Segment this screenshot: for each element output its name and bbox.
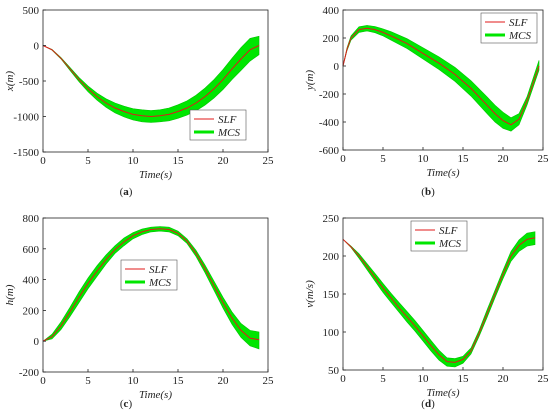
y-tick-label-d: 150 xyxy=(323,289,340,301)
x-axis-label-a: Time(s) xyxy=(139,169,172,181)
x-tick-label-d: 5 xyxy=(380,373,386,385)
y-tick-label-a: -500 xyxy=(19,76,40,88)
x-tick-label-d: 10 xyxy=(418,373,430,385)
x-tick-label-c: 5 xyxy=(85,375,91,387)
y-tick-label-c: -200 xyxy=(19,367,40,379)
legend-box-d xyxy=(410,220,468,252)
legend-box-a xyxy=(189,109,247,141)
y-tick-label-a: -1000 xyxy=(13,112,39,124)
legend-box-b xyxy=(480,12,538,44)
y-tick-label-d: 100 xyxy=(323,327,340,339)
axes-box-b xyxy=(342,9,544,151)
legend-label-slf: SLF xyxy=(149,264,168,276)
chart-b: 0 5 10 15 20 25 -600 -400 -200 0 200 400 Time(s) y(m)… xyxy=(304,5,549,198)
axes-box-c xyxy=(42,217,269,373)
panel-caption-a: (a) xyxy=(120,186,133,198)
y-tick-label-d: 50 xyxy=(328,365,340,377)
x-tick-label-d: 0 xyxy=(340,373,346,385)
panel-caption-b: (b) xyxy=(421,186,435,198)
panel-caption-d: (d) xyxy=(421,398,435,410)
y-tick-label-c: 600 xyxy=(23,244,40,256)
y-tick-label-c: 0 xyxy=(34,336,40,348)
x-tick-label-d: 20 xyxy=(498,373,510,385)
y-tick-label-b: -600 xyxy=(319,145,340,157)
y-tick-label-b: 0 xyxy=(334,61,340,73)
x-tick-label-a: 15 xyxy=(173,155,185,167)
x-tick-label-a: 25 xyxy=(263,155,275,167)
y-tick-label-c: 200 xyxy=(23,305,40,317)
y-tick-label-a: 0 xyxy=(34,41,40,53)
x-tick-label-b: 5 xyxy=(380,153,386,165)
mcs-band-a xyxy=(42,35,260,123)
y-axis-label-a: x(m) xyxy=(4,71,16,92)
x-tick-label-d: 15 xyxy=(458,373,470,385)
x-tick-label-c: 25 xyxy=(263,375,275,387)
x-tick-label-a: 0 xyxy=(40,155,46,167)
x-tick-label-c: 20 xyxy=(218,375,230,387)
slf-line-d xyxy=(342,237,536,363)
legend-label-slf: SLF xyxy=(439,225,458,237)
x-tick-label-b: 0 xyxy=(340,153,346,165)
mcs-band-d xyxy=(342,231,536,368)
x-tick-label-a: 5 xyxy=(85,155,91,167)
x-axis-label-b: Time(s) xyxy=(427,167,460,179)
x-tick-label-a: 10 xyxy=(128,155,140,167)
x-tick-label-c: 15 xyxy=(173,375,185,387)
legend-label-slf: SLF xyxy=(218,114,237,126)
mcs-band-c xyxy=(42,226,260,350)
chart-d: 0 5 10 15 20 25 50 100 150 200 250 Time(s) v(m/s) SLF… xyxy=(304,213,549,410)
y-tick-label-c: 800 xyxy=(23,213,40,225)
y-tick-label-b: 400 xyxy=(323,5,340,17)
mcs-band-b xyxy=(342,25,540,132)
x-tick-label-a: 20 xyxy=(218,155,230,167)
legend-label-mcs: MCS xyxy=(508,30,532,42)
x-tick-label-b: 15 xyxy=(458,153,470,165)
y-tick-label-b: -400 xyxy=(319,117,340,129)
y-tick-label-d: 250 xyxy=(323,213,340,225)
x-axis-label-c: Time(s) xyxy=(139,389,172,401)
y-axis-label-c: h(m) xyxy=(4,284,16,305)
slf-line-b xyxy=(342,27,540,126)
x-tick-label-d: 25 xyxy=(538,373,550,385)
chart-c: 0 5 10 15 20 25-2000200400600800Time(s)h(m)SL… xyxy=(4,213,274,410)
y-axis-label-d: v(m/s) xyxy=(304,280,316,308)
x-tick-label-c: 10 xyxy=(128,375,140,387)
legend-label-mcs: MCS xyxy=(148,277,172,289)
x-tick-label-b: 25 xyxy=(538,153,550,165)
panel-caption-c: (c) xyxy=(120,398,133,410)
legend-label-slf: SLF xyxy=(509,17,528,29)
chart-a: 0 5 10 15 20 25 -1500 -1000 -500 0 500 Time(s) x(m) S… xyxy=(4,5,274,198)
legend-box-c xyxy=(120,259,178,291)
y-tick-label-b: -200 xyxy=(319,89,340,101)
y-tick-label-a: -1500 xyxy=(13,147,39,159)
x-axis-label-d: Time(s) xyxy=(427,387,460,399)
x-tick-label-b: 20 xyxy=(498,153,510,165)
legend-label-mcs: MCS xyxy=(438,238,462,250)
y-tick-label-c: 400 xyxy=(23,275,40,287)
y-tick-label-d: 200 xyxy=(323,251,340,263)
legend-label-mcs: MCS xyxy=(217,127,241,139)
slf-line-a xyxy=(42,45,260,118)
x-tick-label-c: 0 xyxy=(40,375,46,387)
y-axis-label-b: y(m) xyxy=(304,70,316,91)
x-tick-label-b: 10 xyxy=(418,153,430,165)
y-tick-label-b: 200 xyxy=(323,33,340,45)
slf-line-c xyxy=(42,228,260,342)
y-tick-label-a: 500 xyxy=(23,5,40,17)
